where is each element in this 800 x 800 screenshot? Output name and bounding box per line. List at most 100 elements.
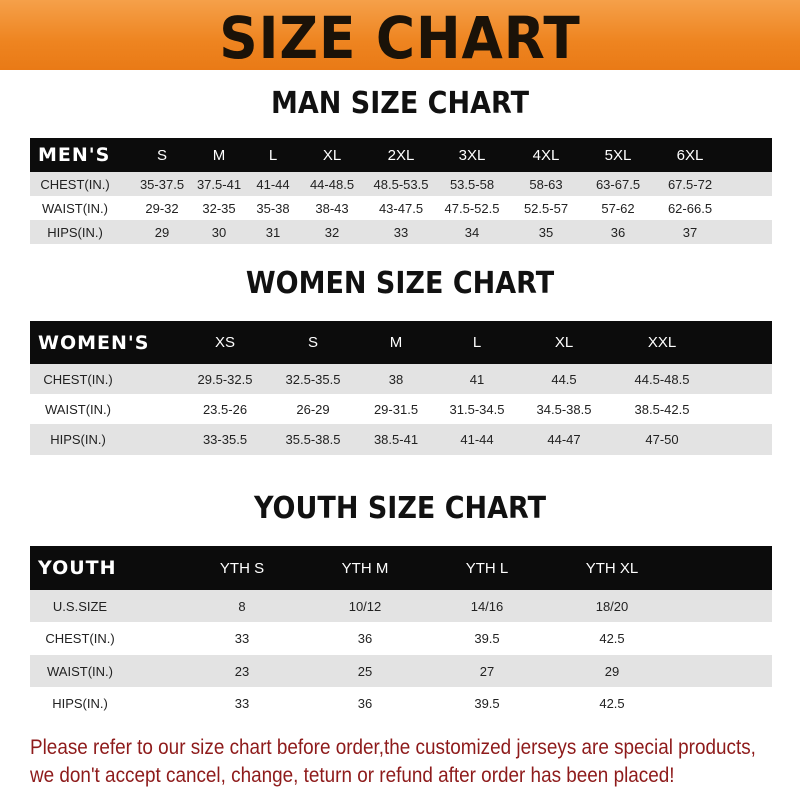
size-value: 23: [234, 663, 250, 679]
size-value: 23.5-26: [202, 401, 248, 417]
measurement-label: CHEST(IN.): [40, 176, 110, 192]
size-value: 44.5: [551, 371, 577, 387]
men-section-title: MAN SIZE CHART: [271, 86, 529, 121]
size-header: S: [307, 334, 319, 351]
size-value: 41: [469, 371, 485, 387]
size-value: 14/16: [470, 598, 504, 614]
size-value: 62-66.5: [667, 200, 713, 216]
table-row: HIPS(IN.) 33 36 39.5 42.5: [30, 687, 772, 720]
size-value: 35: [538, 224, 554, 240]
size-header: 3XL: [458, 146, 486, 164]
size-value: 63-67.5: [595, 176, 641, 192]
size-value: 27: [479, 663, 495, 679]
size-value: 31.5-34.5: [449, 401, 505, 417]
size-value: 36: [610, 224, 626, 240]
size-value: 36: [357, 696, 373, 711]
size-value: 33: [393, 224, 409, 240]
size-header: 4XL: [532, 146, 560, 164]
table-row: WAIST(IN.) 23 25 27 29: [30, 655, 772, 687]
size-value: 48.5-53.5: [373, 176, 429, 192]
size-value: 25: [357, 663, 373, 679]
size-value: 42.5: [599, 631, 625, 646]
size-header: 6XL: [676, 146, 704, 164]
size-value: 57-62: [601, 200, 635, 216]
size-value: 29-31.5: [373, 401, 419, 417]
youth-size-table: YOUTH YTH S YTH M YTH L YTH XL U.S.SIZE 8 10/12…: [30, 546, 772, 720]
size-value: 26-29: [296, 401, 330, 417]
size-value: 42.5: [599, 696, 625, 711]
size-value: 34: [464, 224, 480, 240]
size-header: XL: [554, 334, 574, 351]
table-row: WAIST(IN.) 29-32 32-35 35-38 38-43 43-47.5 47.…: [30, 196, 772, 220]
table-heading: YOUTH: [38, 557, 117, 579]
size-header: S: [156, 146, 168, 164]
size-value: 31: [265, 224, 281, 240]
measurement-label: WAIST(IN.): [45, 401, 111, 417]
size-value: 47-50: [645, 432, 679, 447]
size-header: L: [472, 334, 482, 351]
banner-title: SIZE CHART: [219, 4, 581, 72]
measurement-label: WAIST(IN.): [47, 663, 113, 679]
size-value: 37.5-41: [196, 176, 242, 192]
size-value: 52.5-57: [523, 200, 569, 216]
table-heading: WOMEN'S: [38, 331, 150, 354]
table-row: CHEST(IN.) 29.5-32.5 32.5-35.5 38 41 44.5 44.5…: [30, 364, 772, 394]
size-header: 5XL: [604, 146, 632, 164]
table-row: HIPS(IN.) 29 30 31 32 33 34 35 36 37: [30, 220, 772, 244]
size-value: 39.5: [474, 696, 500, 711]
table-row: HIPS(IN.) 33-35.5 35.5-38.5 38.5-41 41-44 44-…: [30, 424, 772, 455]
size-value: 41-44: [256, 176, 290, 192]
size-value: 33: [234, 631, 250, 646]
size-value: 10/12: [348, 598, 382, 614]
measurement-label: U.S.SIZE: [52, 598, 108, 614]
order-notice: Please refer to our size chart before or…: [30, 734, 756, 790]
women-size-table: WOMEN'S XS S M L XL XXL CHEST(IN.) 29.5-32.5 32.5…: [30, 321, 772, 455]
table-row: CHEST(IN.) 35-37.5 37.5-41 41-44 44-48.5 48.5…: [30, 172, 772, 196]
header-row: YOUTH YTH S YTH M YTH L YTH XL: [30, 546, 772, 590]
size-header: YTH XL: [585, 559, 639, 577]
size-header: XL: [322, 146, 342, 164]
size-header: XS: [214, 334, 236, 351]
size-value: 29: [154, 224, 170, 240]
size-value: 30: [211, 224, 227, 240]
notice-line: Please refer to our size chart before or…: [30, 736, 756, 759]
size-header: YTH L: [465, 559, 509, 577]
size-value: 33-35.5: [202, 432, 248, 447]
size-header: XXL: [647, 334, 677, 351]
size-value: 38-43: [315, 200, 349, 216]
size-value: 44-48.5: [309, 176, 355, 192]
header-row: WOMEN'S XS S M L XL XXL: [30, 321, 772, 364]
table-row: U.S.SIZE 8 10/12 14/16 18/20: [30, 590, 772, 622]
measurement-label: HIPS(IN.): [50, 432, 106, 447]
size-value: 43-47.5: [378, 200, 424, 216]
size-header: 2XL: [387, 146, 415, 164]
size-value: 39.5: [474, 631, 500, 646]
size-value: 37: [682, 224, 698, 240]
size-value: 53.5-58: [449, 176, 495, 192]
size-value: 32.5-35.5: [285, 371, 341, 387]
size-value: 38.5-42.5: [634, 401, 690, 417]
size-value: 41-44: [460, 432, 494, 447]
youth-section-title: YOUTH SIZE CHART: [253, 491, 547, 526]
size-value: 35-37.5: [139, 176, 185, 192]
size-value: 44.5-48.5: [634, 371, 690, 387]
size-value: 47.5-52.5: [444, 200, 500, 216]
size-value: 58-63: [529, 176, 563, 192]
measurement-label: CHEST(IN.): [43, 371, 113, 387]
size-value: 35-38: [256, 200, 290, 216]
size-value: 38: [388, 371, 404, 387]
size-value: 18/20: [595, 598, 629, 614]
table-row: WAIST(IN.) 23.5-26 26-29 29-31.5 31.5-34.5 34…: [30, 394, 772, 424]
size-value: 29: [604, 663, 620, 679]
size-value: 36: [357, 631, 373, 646]
size-value: 29-32: [145, 200, 179, 216]
size-header: YTH M: [341, 559, 389, 577]
measurement-label: WAIST(IN.): [42, 200, 108, 216]
men-size-table: MEN'S S M L XL 2XL 3XL 4XL 5XL 6XL CHEST(IN.) 35-37…: [30, 138, 772, 244]
size-value: 32: [324, 224, 340, 240]
size-value: 38.5-41: [373, 432, 419, 447]
table-row: CHEST(IN.) 33 36 39.5 42.5: [30, 622, 772, 655]
size-header: M: [212, 146, 226, 164]
size-value: 32-35: [202, 200, 236, 216]
women-section-title: WOMEN SIZE CHART: [245, 266, 555, 301]
